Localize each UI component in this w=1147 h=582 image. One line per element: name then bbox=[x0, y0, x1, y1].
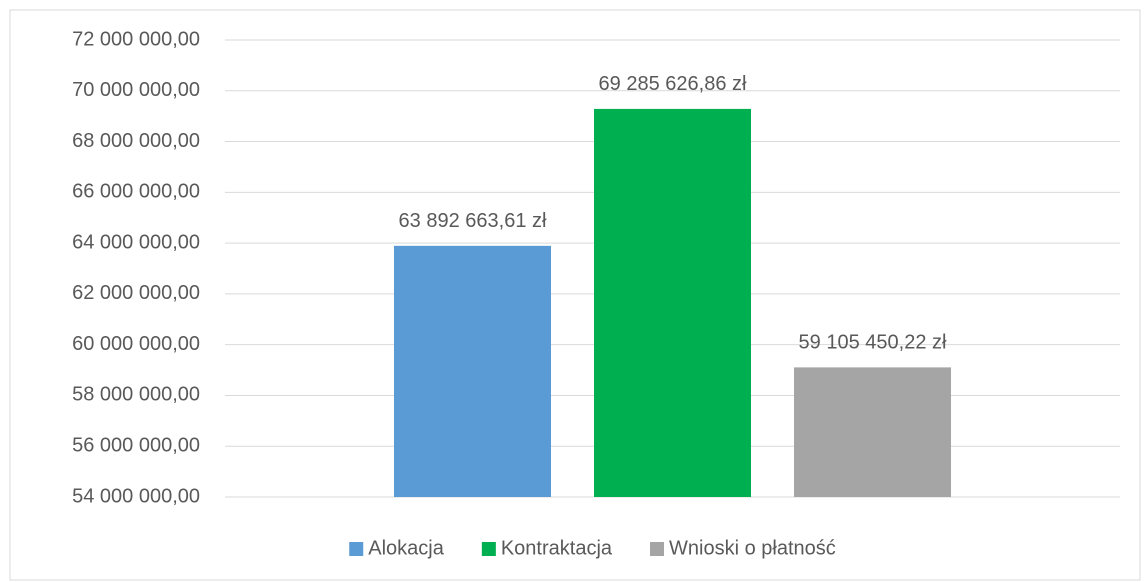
y-tick-label: 68 000 000,00 bbox=[72, 130, 200, 152]
chart-frame bbox=[9, 9, 1141, 581]
legend-swatch bbox=[349, 542, 364, 556]
bar bbox=[594, 108, 751, 497]
y-tick-label: 70 000 000,00 bbox=[72, 79, 200, 101]
data-label: 59 105 450,22 zł bbox=[799, 332, 947, 354]
y-tick-label: 60 000 000,00 bbox=[72, 333, 200, 355]
legend-label: Kontraktacja bbox=[501, 537, 613, 559]
y-tick-label: 66 000 000,00 bbox=[72, 181, 200, 203]
legend-label: Alokacja bbox=[368, 537, 444, 559]
y-tick-label: 72 000 000,00 bbox=[72, 28, 200, 50]
bar bbox=[394, 245, 551, 497]
y-tick-label: 58 000 000,00 bbox=[72, 384, 200, 406]
y-tick-label: 64 000 000,00 bbox=[72, 231, 200, 253]
legend-label: Wnioski o płatność bbox=[669, 537, 836, 559]
legend-swatch bbox=[650, 542, 665, 556]
data-label: 63 892 663,61 zł bbox=[399, 210, 547, 232]
y-tick-label: 62 000 000,00 bbox=[72, 282, 200, 304]
y-tick-label: 54 000 000,00 bbox=[72, 485, 200, 507]
y-tick-label: 56 000 000,00 bbox=[72, 435, 200, 457]
bar bbox=[794, 367, 951, 497]
data-label: 69 285 626,86 zł bbox=[599, 73, 747, 95]
legend-swatch bbox=[481, 542, 496, 556]
